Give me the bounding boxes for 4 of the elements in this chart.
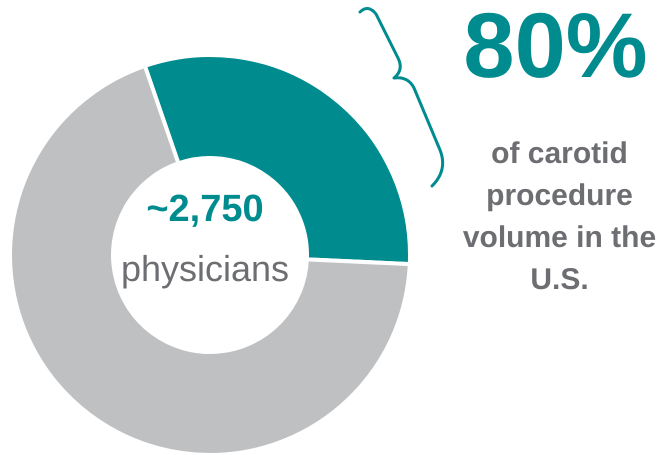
text: of carotid procedure volume in the U.S. [462, 136, 658, 298]
text: 80% [462, 0, 649, 99]
text: physicians [120, 248, 290, 290]
text: ~2,750 [145, 188, 265, 231]
